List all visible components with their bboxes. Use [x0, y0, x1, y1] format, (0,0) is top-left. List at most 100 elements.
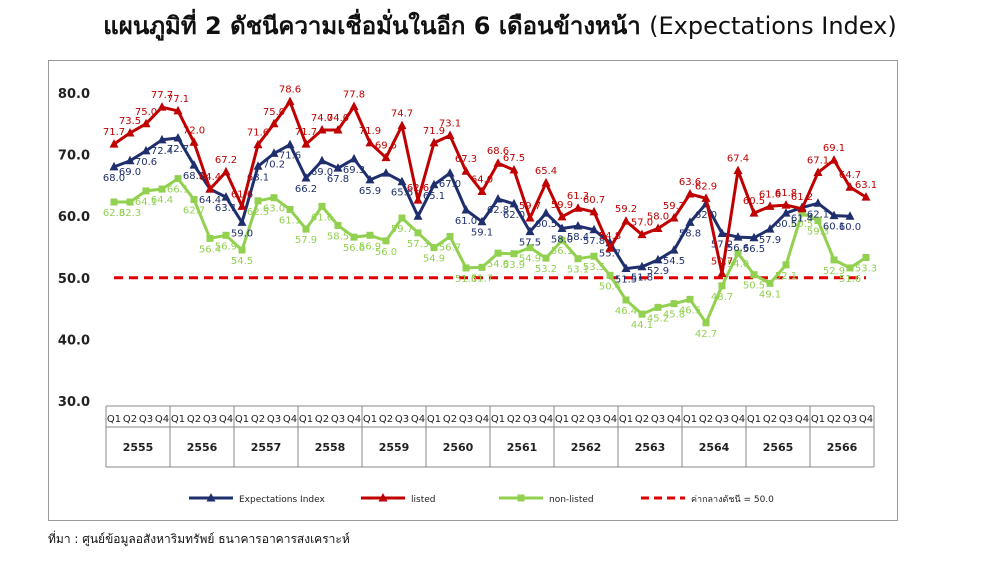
data-point-listed	[701, 193, 711, 202]
quarter-tick-label: Q1	[171, 414, 185, 425]
data-label-expectations: 71.6	[279, 151, 301, 162]
data-point-listed	[653, 223, 663, 233]
data-point-listed	[461, 166, 471, 175]
data-label-non_listed: 62.3	[119, 208, 141, 219]
data-label-non_listed: 56.7	[439, 243, 461, 254]
year-tick-label: 2559	[379, 441, 410, 454]
data-label-expectations: 56.6	[727, 243, 749, 254]
data-label-expectations: 55.7	[599, 249, 621, 260]
data-label-non_listed: 53.5	[583, 262, 605, 273]
data-point-listed	[749, 208, 759, 217]
data-point-non_listed	[542, 254, 550, 262]
data-point-listed	[205, 184, 215, 193]
data-label-expectations: 70.6	[135, 157, 157, 168]
year-tick-label: 2561	[507, 441, 538, 454]
data-label-listed: 71.7	[295, 127, 317, 138]
data-label-expectations: 67.8	[327, 174, 349, 185]
data-label-listed: 62.6	[407, 183, 429, 194]
data-label-non_listed: 56.1	[551, 246, 573, 257]
data-label-listed: 67.5	[503, 153, 525, 164]
data-label-listed: 61.3	[567, 191, 589, 202]
data-point-listed	[765, 201, 775, 210]
data-label-expectations: 65.9	[359, 186, 381, 197]
quarter-tick-label: Q2	[827, 414, 841, 425]
data-label-listed: 50.7	[711, 256, 733, 267]
data-label-listed: 78.6	[279, 85, 301, 96]
quarter-tick-label: Q1	[747, 414, 761, 425]
data-point-expectations	[509, 198, 519, 208]
quarter-tick-label: Q3	[715, 414, 729, 425]
data-label-expectations: 64.4	[199, 195, 221, 206]
data-label-non_listed: 50.5	[743, 281, 765, 292]
quarter-tick-label: Q2	[571, 414, 585, 425]
data-label-listed: 77.8	[343, 90, 365, 101]
data-label-expectations: 62.0	[695, 210, 717, 221]
data-label-expectations: 67.0	[439, 179, 461, 190]
chart-title-thai: แผนภูมิที่ 2 ดัชนีความเชื่อมั่นในอีก 6 เ…	[103, 12, 641, 40]
data-label-expectations: 60.5	[535, 219, 557, 230]
data-point-non_listed	[830, 256, 838, 264]
data-label-listed: 77.7	[151, 90, 173, 101]
quarter-tick-label: Q1	[299, 414, 313, 425]
data-point-non_listed	[574, 255, 582, 263]
legend-label-reference: ค่ากลางดัชนี = 50.0	[691, 494, 774, 505]
quarter-tick-label: Q2	[379, 414, 393, 425]
data-label-listed: 67.2	[215, 155, 237, 166]
data-label-non_listed: 51.6	[455, 274, 477, 285]
quarter-tick-label: Q3	[587, 414, 601, 425]
data-point-listed	[173, 105, 183, 115]
data-label-expectations: 52.9	[647, 266, 669, 277]
data-point-listed	[301, 139, 311, 148]
data-label-expectations: 57.8	[583, 236, 605, 247]
data-point-listed	[621, 216, 631, 225]
data-label-non_listed: 61.6	[311, 212, 333, 223]
data-label-non_listed: 54.9	[519, 254, 541, 265]
data-label-listed: 57.0	[631, 218, 653, 229]
data-point-non_listed	[398, 214, 406, 222]
quarter-tick-label: Q1	[427, 414, 441, 425]
legend-marker-non_listed	[517, 494, 525, 502]
data-label-non_listed: 63.0	[263, 204, 285, 215]
year-tick-label: 2560	[443, 441, 474, 454]
data-point-non_listed	[254, 197, 262, 205]
data-point-listed	[861, 192, 871, 201]
data-label-listed: 68.6	[487, 146, 509, 157]
quarter-tick-label: Q1	[107, 414, 121, 425]
data-point-listed	[365, 137, 375, 147]
data-label-non_listed: 52.9	[823, 266, 845, 277]
data-label-listed: 73.1	[439, 119, 461, 130]
data-point-non_listed	[430, 244, 438, 252]
quarter-tick-label: Q3	[395, 414, 409, 425]
quarter-tick-label: Q4	[219, 414, 233, 425]
data-point-listed	[637, 229, 647, 239]
data-point-listed	[349, 101, 359, 111]
quarter-tick-label: Q3	[843, 414, 857, 425]
data-point-listed	[733, 165, 743, 175]
data-label-listed: 73.5	[119, 116, 141, 127]
data-point-non_listed	[222, 231, 230, 239]
quarter-tick-label: Q3	[523, 414, 537, 425]
data-point-non_listed	[670, 300, 678, 308]
data-point-expectations	[269, 148, 279, 157]
quarter-tick-label: Q4	[155, 414, 169, 425]
data-point-listed	[429, 137, 439, 147]
data-label-non_listed: 66.1	[167, 185, 189, 196]
data-point-listed	[413, 195, 423, 204]
data-label-non_listed: 61.1	[279, 215, 301, 226]
data-point-non_listed	[766, 279, 774, 287]
data-label-expectations: 72.7	[167, 144, 189, 155]
data-label-expectations: 56.5	[743, 244, 765, 255]
data-label-listed: 59.7	[519, 201, 541, 212]
quarter-tick-label: Q3	[267, 414, 281, 425]
data-point-listed	[269, 118, 279, 128]
data-label-expectations: 62.1	[807, 209, 829, 220]
quarter-tick-label: Q2	[507, 414, 521, 425]
data-point-expectations	[253, 161, 263, 170]
data-label-listed: 74.0	[311, 113, 333, 124]
data-point-expectations	[333, 163, 343, 172]
data-label-expectations: 69.3	[343, 165, 365, 176]
data-point-expectations	[285, 139, 295, 149]
data-label-listed: 61.6	[759, 189, 781, 200]
data-label-non_listed: 44.1	[631, 320, 653, 331]
legend-label-expectations: Expectations Index	[239, 495, 325, 505]
